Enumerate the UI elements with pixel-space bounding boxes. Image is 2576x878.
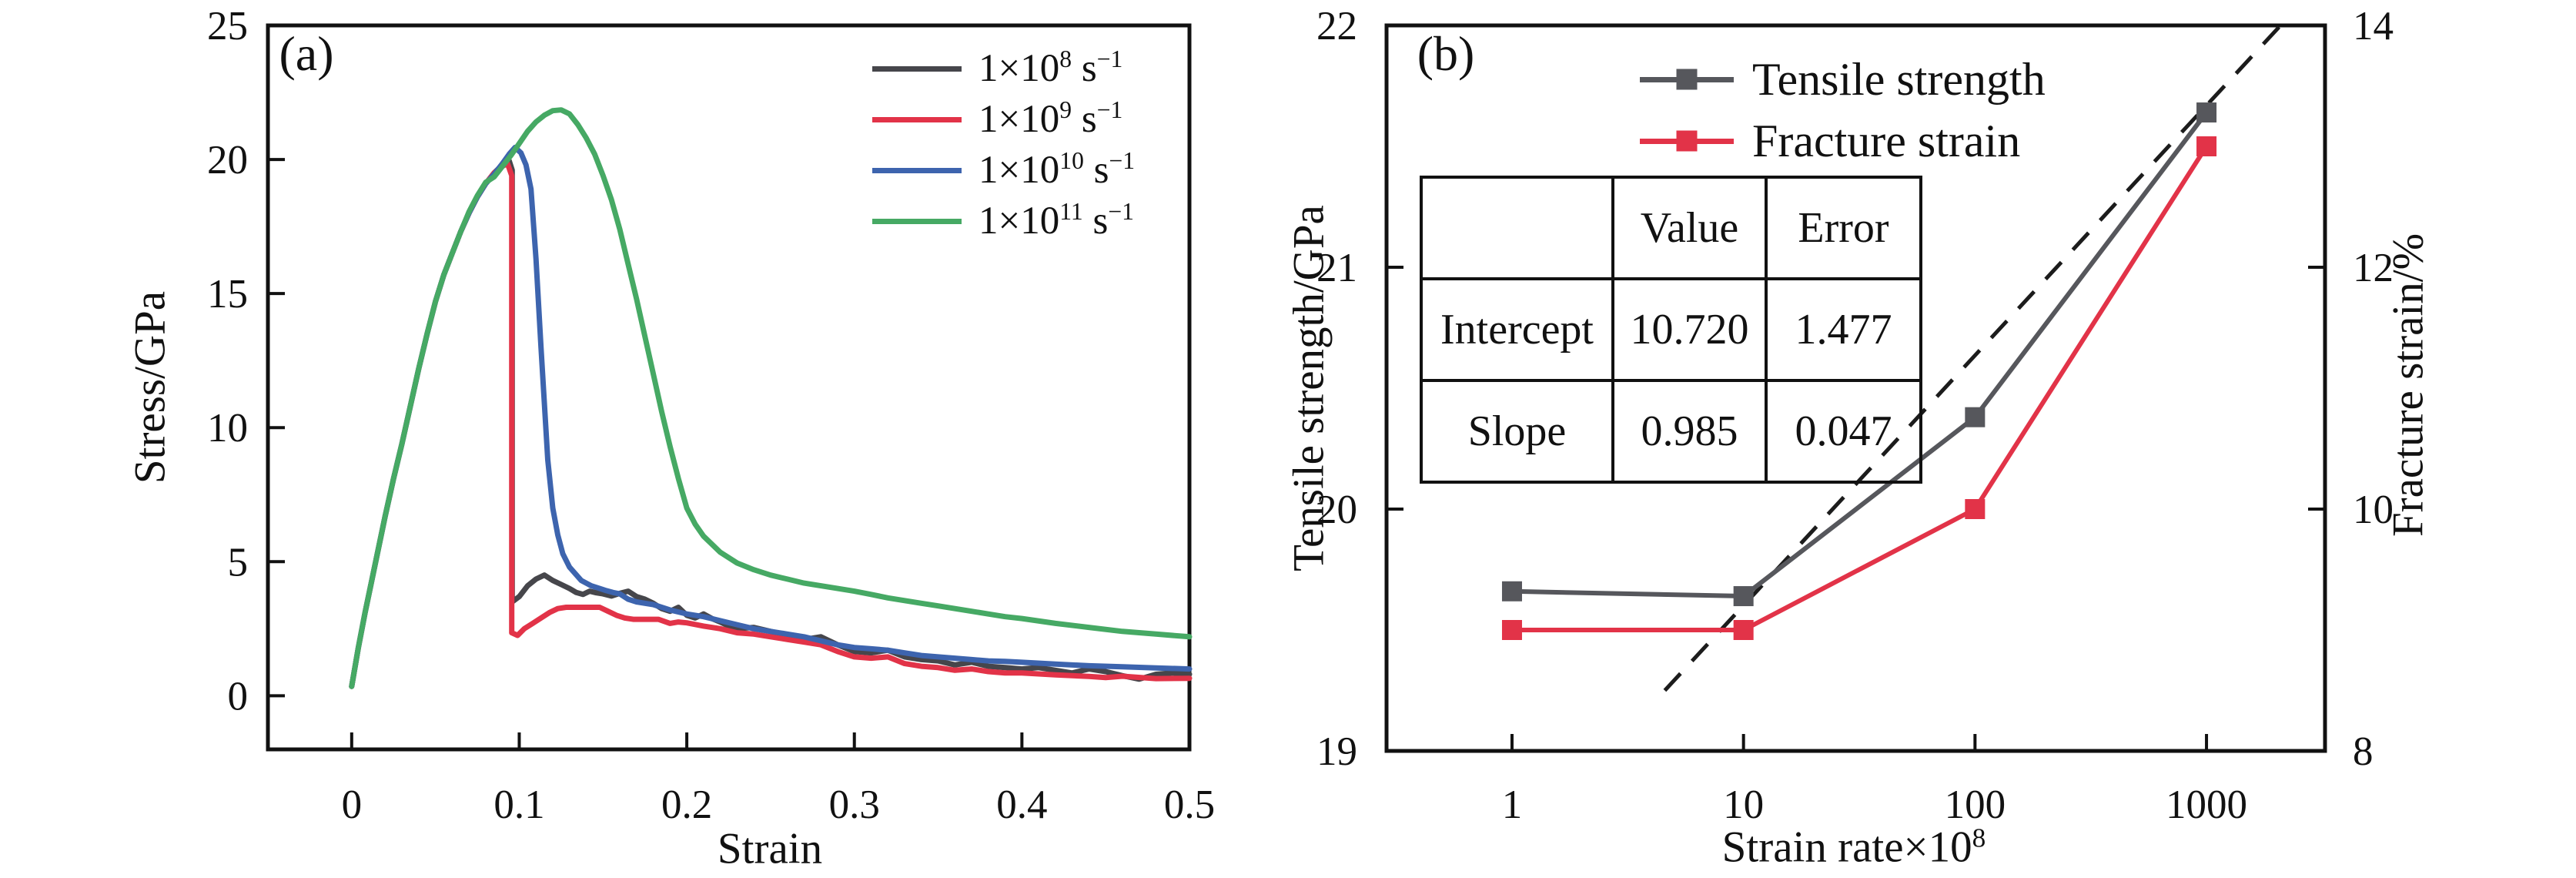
data-point-marker bbox=[1965, 407, 1986, 427]
legend-square-marker bbox=[1676, 130, 1698, 152]
panel-b-left-y-tick-label: 20 bbox=[1316, 488, 1357, 532]
panel-b-legend: Tensile strength Fracture strain bbox=[1640, 49, 2046, 172]
legend-label: 1×1011 s−1 bbox=[979, 198, 1134, 243]
panel-b-left-y-tick-label: 19 bbox=[1316, 729, 1357, 774]
panel-b-right-y-tick-label: 12 bbox=[2353, 246, 2394, 290]
panel-b-right-y-tick-label: 8 bbox=[2353, 729, 2374, 774]
data-point-marker bbox=[1965, 499, 1986, 519]
legend-item: Fracture strain bbox=[1640, 110, 2046, 172]
panel-a-y-tick-label: 15 bbox=[207, 272, 248, 317]
fit-table-cell: 1.477 bbox=[1765, 277, 1922, 382]
legend-label: Fracture strain bbox=[1752, 116, 2021, 166]
panel-a-y-tick-label: 25 bbox=[207, 4, 248, 49]
legend-square-marker bbox=[1676, 69, 1698, 90]
fit-dashed-line bbox=[1663, 24, 2283, 692]
legend-line-swatch bbox=[872, 167, 962, 173]
data-point-marker bbox=[1733, 620, 1754, 640]
legend-line-swatch bbox=[872, 218, 962, 224]
data-point-marker bbox=[2196, 102, 2217, 123]
data-point-marker bbox=[2196, 136, 2217, 156]
legend-line-swatch bbox=[872, 65, 962, 72]
legend-line-swatch bbox=[1640, 69, 1734, 90]
panel-a-x-tick-label: 0 bbox=[342, 782, 363, 827]
fit-table-cell: Value bbox=[1611, 176, 1768, 280]
panel-b-x-tick-label: 10 bbox=[1723, 782, 1764, 827]
series-line bbox=[1511, 111, 2209, 599]
fit-table-cell: Slope bbox=[1420, 379, 1614, 484]
legend-label: Tensile strength bbox=[1752, 54, 2046, 105]
panel-a-y-tick-label: 10 bbox=[207, 406, 248, 451]
panel-a-x-tick-label: 0.1 bbox=[493, 782, 544, 827]
panel-b-right-y-tick-label: 10 bbox=[2353, 488, 2394, 532]
panel-a-x-tick-label: 0.2 bbox=[661, 782, 712, 827]
legend-item: 1×109 s−1 bbox=[872, 94, 1135, 145]
panel-b-left-y-tick-label: 22 bbox=[1316, 4, 1357, 49]
fit-table-cell: 0.985 bbox=[1611, 379, 1768, 484]
panel-b-x-tick-label: 1000 bbox=[2166, 782, 2247, 827]
fit-table: Value Error Intercept 10.720 1.477 Slope… bbox=[1420, 176, 1922, 484]
panel-a-y-tick-label: 20 bbox=[207, 138, 248, 183]
series-line bbox=[1512, 145, 2209, 632]
legend-label: 1×109 s−1 bbox=[979, 96, 1123, 141]
fit-table-cell bbox=[1420, 176, 1614, 280]
legend-item: 1×1010 s−1 bbox=[872, 145, 1135, 196]
panel-a-label: (a) bbox=[279, 26, 334, 81]
panel-b-x-tick-label: 100 bbox=[1945, 782, 2006, 827]
fit-table-row: Intercept 10.720 1.477 bbox=[1420, 277, 1922, 382]
panel-b-x-tick-label: 1 bbox=[1502, 782, 1523, 827]
fit-table-cell: Error bbox=[1765, 176, 1922, 280]
panel-a-x-tick-label: 0.3 bbox=[829, 782, 880, 827]
panel-b-right-y-tick-label: 14 bbox=[2353, 4, 2394, 49]
panel-a-frame bbox=[266, 23, 1192, 752]
panel-a-y-axis-title: Stress/GPa bbox=[125, 290, 175, 484]
data-point-marker bbox=[1501, 581, 1522, 602]
data-point-marker bbox=[1501, 620, 1522, 640]
data-point-marker bbox=[1733, 586, 1754, 607]
panel-a-x-tick-label: 0.4 bbox=[996, 782, 1047, 827]
legend-item: Tensile strength bbox=[1640, 49, 2046, 110]
panel-b-label: (b) bbox=[1417, 26, 1475, 81]
series-line bbox=[349, 107, 1193, 689]
fit-table-cell: 0.047 bbox=[1765, 379, 1922, 484]
panel-b-right-y-axis-title: Fracture strain/% bbox=[2384, 233, 2433, 538]
fit-table-cell: Intercept bbox=[1420, 277, 1614, 382]
legend-line-swatch bbox=[1640, 130, 1734, 152]
legend-label: 1×1010 s−1 bbox=[979, 147, 1136, 192]
panel-a-x-tick-label: 0.5 bbox=[1164, 782, 1215, 827]
panel-a-x-axis-title: Strain bbox=[717, 824, 823, 873]
panel-a-y-tick-label: 5 bbox=[228, 540, 249, 585]
fit-table-row: Slope 0.985 0.047 bbox=[1420, 379, 1922, 484]
panel-b-frame bbox=[1384, 23, 2327, 753]
legend-label: 1×108 s−1 bbox=[979, 45, 1123, 90]
legend-item: 1×108 s−1 bbox=[872, 43, 1135, 94]
fit-table-header-row: Value Error bbox=[1420, 176, 1922, 280]
panel-a-y-tick-label: 0 bbox=[228, 674, 249, 719]
panel-b-x-axis-title: Strain rate×108 bbox=[1721, 823, 1986, 872]
panel-b-left-y-tick-label: 21 bbox=[1316, 246, 1357, 290]
fit-table-cell: 10.720 bbox=[1611, 277, 1768, 382]
panel-b-left-y-axis-title: Tensile strength/GPa bbox=[1284, 205, 1333, 571]
legend-item: 1×1011 s−1 bbox=[872, 196, 1135, 246]
legend-line-swatch bbox=[872, 116, 962, 122]
panel-a-legend: 1×108 s−1 1×109 s−1 1×1010 s−1 1×1011 s−1 bbox=[872, 43, 1135, 246]
